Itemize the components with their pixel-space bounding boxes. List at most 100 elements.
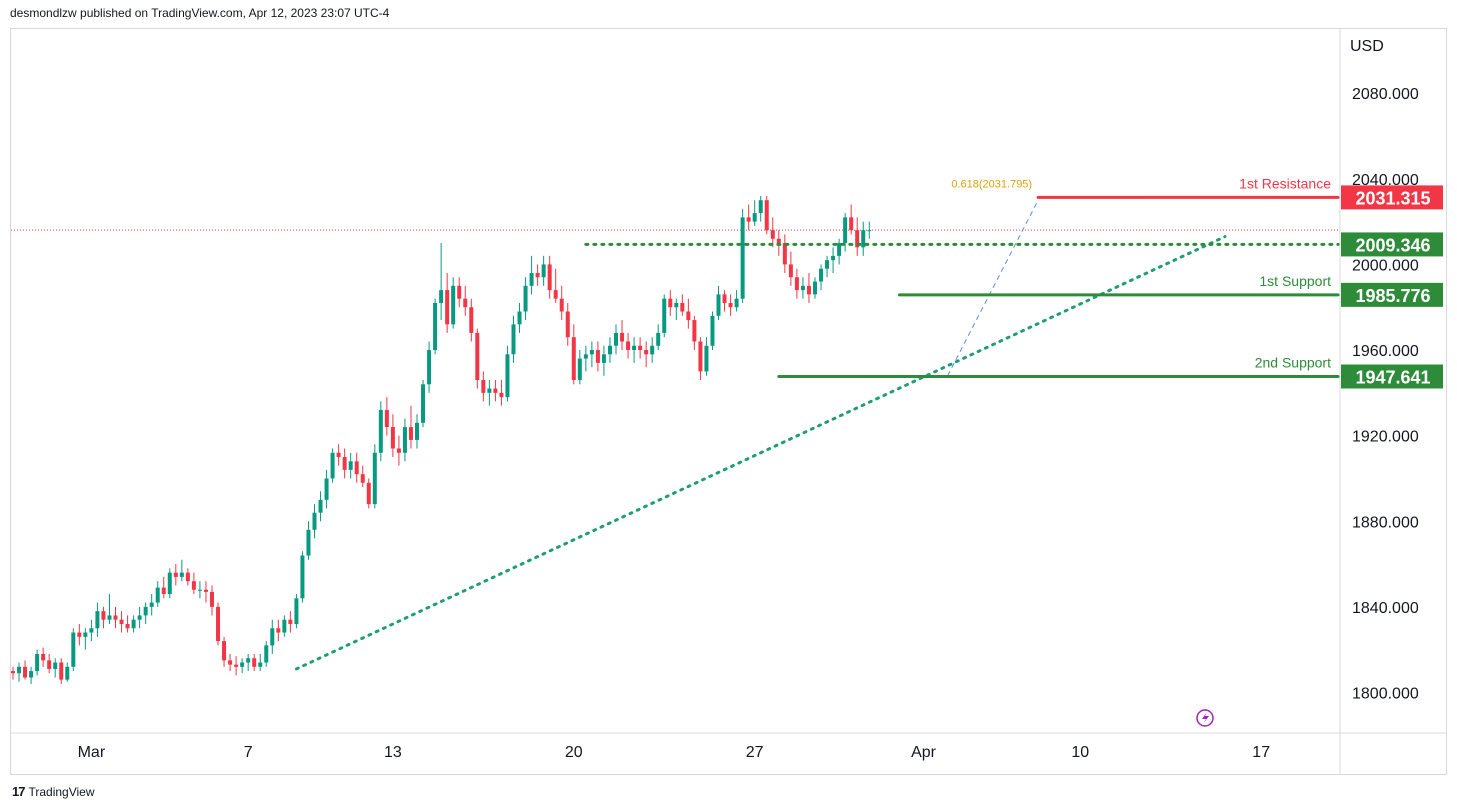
candle-body[interactable] (197, 589, 202, 591)
candle-body[interactable] (752, 213, 757, 222)
candle-body[interactable] (252, 658, 257, 667)
candle-body[interactable] (234, 664, 239, 667)
candle-body[interactable] (270, 628, 275, 646)
candle-body[interactable] (855, 230, 860, 248)
candle-body[interactable] (626, 341, 631, 351)
candle-body[interactable] (788, 264, 793, 278)
candle-body[interactable] (481, 380, 486, 393)
candle-body[interactable] (722, 294, 727, 303)
candle-body[interactable] (203, 589, 208, 592)
candle-body[interactable] (571, 337, 576, 380)
candle-body[interactable] (493, 388, 498, 393)
candle-body[interactable] (541, 264, 546, 278)
candle-body[interactable] (384, 409, 389, 428)
candle-body[interactable] (644, 350, 649, 355)
candle-body[interactable] (101, 611, 106, 620)
candle-body[interactable] (614, 332, 618, 346)
candle-body[interactable] (800, 285, 805, 291)
candle-body[interactable] (354, 461, 359, 475)
candle-body[interactable] (137, 615, 142, 620)
candle-body[interactable] (336, 452, 341, 458)
candle-body[interactable] (433, 302, 438, 351)
candle-body[interactable] (209, 591, 214, 607)
candle-body[interactable] (191, 581, 196, 590)
candle-body[interactable] (378, 409, 383, 453)
candle-body[interactable] (451, 285, 456, 325)
candle-body[interactable] (463, 298, 468, 308)
candle-body[interactable] (421, 384, 426, 423)
ascending-trendline[interactable] (294, 235, 1227, 671)
candle-body[interactable] (324, 478, 329, 500)
candle-body[interactable] (487, 388, 492, 393)
candle-body[interactable] (505, 354, 510, 398)
candle-body[interactable] (143, 606, 148, 616)
candle-body[interactable] (825, 260, 830, 269)
candle-body[interactable] (258, 662, 263, 667)
candle-body[interactable] (740, 217, 745, 299)
candle-body[interactable] (499, 392, 504, 398)
candle-body[interactable] (59, 662, 64, 680)
candle-body[interactable] (396, 448, 401, 453)
candle-body[interactable] (704, 345, 709, 372)
candle-body[interactable] (41, 653, 46, 661)
candle-body[interactable] (125, 623, 130, 629)
candle-body[interactable] (565, 311, 570, 338)
candle-body[interactable] (535, 272, 540, 278)
candle-body[interactable] (638, 345, 643, 351)
candle-body[interactable] (650, 345, 655, 355)
candle-body[interactable] (11, 671, 15, 674)
candle-body[interactable] (686, 311, 691, 321)
candle-body[interactable] (330, 452, 335, 479)
candle-body[interactable] (680, 302, 685, 312)
candle-body[interactable] (113, 615, 118, 620)
candle-body[interactable] (83, 632, 88, 637)
candle-body[interactable] (819, 268, 824, 282)
candle-body[interactable] (300, 555, 305, 599)
candle-body[interactable] (216, 606, 221, 642)
candle-body[interactable] (806, 285, 811, 295)
candle-body[interactable] (812, 281, 817, 295)
candle-body[interactable] (469, 307, 474, 333)
candle-body[interactable] (95, 611, 100, 629)
candle-body[interactable] (179, 572, 184, 577)
candle-body[interactable] (475, 332, 480, 380)
candle-body[interactable] (511, 324, 516, 355)
candle-body[interactable] (656, 332, 661, 346)
candle-body[interactable] (601, 354, 606, 363)
candle-body[interactable] (264, 645, 269, 663)
candle-body[interactable] (228, 660, 233, 665)
candle-body[interactable] (173, 572, 178, 577)
candle-body[interactable] (318, 499, 323, 513)
tradingview-footer[interactable]: 17 TradingView (12, 784, 95, 799)
candle-body[interactable] (583, 354, 588, 359)
candle-body[interactable] (282, 619, 287, 633)
candle-body[interactable] (390, 427, 395, 449)
candle-body[interactable] (360, 474, 365, 483)
candle-body[interactable] (427, 350, 432, 385)
candle-body[interactable] (523, 285, 528, 312)
candle-body[interactable] (119, 619, 124, 624)
candle-body[interactable] (632, 345, 637, 351)
candle-body[interactable] (53, 662, 58, 669)
candle-body[interactable] (246, 658, 251, 663)
candle-body[interactable] (529, 272, 534, 286)
candle-body[interactable] (674, 302, 679, 308)
candle-body[interactable] (831, 255, 836, 261)
candle-body[interactable] (415, 422, 420, 440)
candle-body[interactable] (342, 457, 347, 470)
candle-body[interactable] (553, 290, 558, 299)
candle-body[interactable] (837, 243, 842, 256)
candle-body[interactable] (867, 230, 872, 232)
candle-body[interactable] (23, 666, 28, 678)
candle-body[interactable] (185, 572, 190, 582)
candle-body[interactable] (77, 632, 82, 637)
candle-body[interactable] (107, 615, 112, 620)
lightning-icon[interactable] (1196, 709, 1214, 727)
candle-body[interactable] (589, 350, 594, 355)
candle-body[interactable] (782, 243, 787, 265)
candle-body[interactable] (728, 302, 733, 308)
candle-body[interactable] (155, 587, 160, 603)
candle-body[interactable] (288, 619, 293, 624)
candle-body[interactable] (547, 264, 552, 291)
